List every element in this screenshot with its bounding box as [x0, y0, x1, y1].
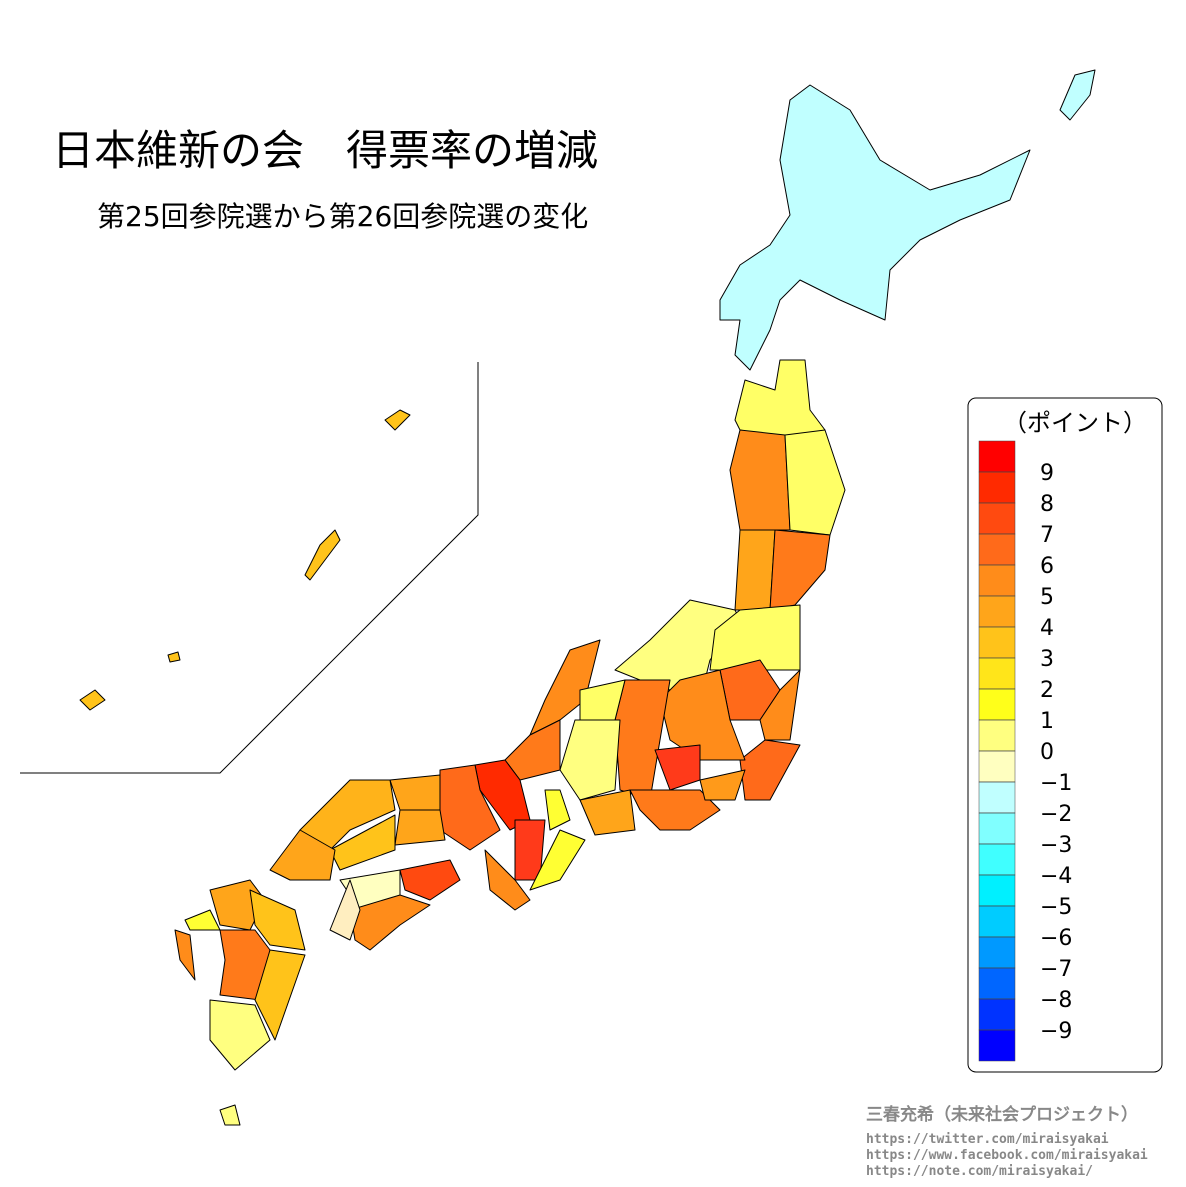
legend-label: 6 — [1040, 554, 1054, 579]
legend-label: 0 — [1040, 740, 1054, 765]
region — [329, 879, 361, 941]
legend-swatch — [978, 781, 1016, 814]
region — [719, 84, 1031, 371]
legend-label: −2 — [1040, 802, 1072, 827]
japan-map — [20, 69, 1096, 1126]
map-subtitle: 第25回参院選から第26回参院選の変化 — [97, 200, 588, 233]
legend-label: −7 — [1040, 957, 1072, 982]
legend-label: −5 — [1040, 895, 1072, 920]
region — [784, 429, 846, 536]
credit-author: 三春充希（未来社会プロジェクト） — [866, 1104, 1138, 1125]
inset-border — [20, 362, 479, 774]
legend: 9 8 7 6 5 4 3 2 1 0 −1 −2 −3 −4 −5 −6 −7 −8 −9 — [978, 440, 1072, 1062]
region — [254, 949, 306, 1041]
credit-link: https://www.facebook.com/miraisyakai — [866, 1148, 1148, 1163]
region — [729, 429, 791, 531]
region — [739, 739, 801, 801]
legend-swatch — [978, 657, 1016, 690]
region — [769, 529, 831, 611]
legend-swatch — [978, 502, 1016, 535]
legend-swatch — [978, 998, 1016, 1031]
region — [167, 651, 181, 663]
region — [629, 789, 721, 831]
region — [484, 849, 531, 911]
legend-swatch — [978, 440, 1016, 473]
legend-box — [967, 397, 1163, 1073]
region — [559, 719, 621, 801]
legend-label: −1 — [1040, 771, 1072, 796]
legend-swatch — [978, 936, 1016, 969]
legend-swatch — [978, 626, 1016, 659]
legend-swatch — [978, 1029, 1016, 1062]
region — [654, 744, 701, 791]
legend-swatch — [978, 812, 1016, 845]
legend-swatch — [978, 967, 1016, 1000]
legend-swatch — [978, 750, 1016, 783]
region — [329, 814, 396, 871]
region — [699, 769, 746, 801]
legend-label: −4 — [1040, 864, 1072, 889]
legend-title: （ポイント） — [1003, 409, 1147, 437]
credit-link: https://note.com/miraisyakai/ — [866, 1164, 1093, 1179]
region — [174, 929, 196, 981]
legend-label: 2 — [1040, 678, 1054, 703]
region — [759, 669, 801, 741]
legend-label: 4 — [1040, 616, 1054, 641]
region — [219, 1104, 241, 1126]
region — [614, 679, 671, 801]
region — [734, 359, 826, 441]
legend-label: 9 — [1040, 461, 1054, 486]
region — [249, 889, 306, 951]
region — [209, 999, 271, 1071]
legend-label: −9 — [1040, 1019, 1072, 1044]
legend-label: 1 — [1040, 709, 1054, 734]
region — [349, 894, 431, 951]
legend-swatch — [978, 595, 1016, 628]
region — [504, 719, 561, 781]
legend-swatch — [978, 533, 1016, 566]
legend-label: 5 — [1040, 585, 1054, 610]
region — [269, 829, 336, 881]
legend-swatch — [978, 843, 1016, 876]
map-title: 日本維新の会 得票率の増減 — [52, 126, 598, 175]
legend-label: 3 — [1040, 647, 1054, 672]
region — [304, 529, 341, 581]
legend-swatch — [978, 688, 1016, 721]
legend-label: −3 — [1040, 833, 1072, 858]
region — [79, 689, 106, 711]
legend-label: −8 — [1040, 988, 1072, 1013]
region — [394, 809, 446, 846]
legend-swatch — [978, 564, 1016, 597]
region — [389, 774, 441, 811]
region — [399, 859, 461, 901]
region — [384, 409, 411, 431]
legend-swatch — [978, 874, 1016, 907]
region — [184, 909, 221, 931]
region — [1059, 69, 1096, 121]
legend-label: −6 — [1040, 926, 1072, 951]
legend-label: 7 — [1040, 523, 1054, 548]
region — [734, 529, 776, 611]
legend-swatch — [978, 471, 1016, 504]
region — [544, 789, 571, 831]
region — [579, 789, 636, 836]
legend-label: 8 — [1040, 492, 1054, 517]
legend-swatch — [978, 905, 1016, 938]
legend-swatch — [978, 719, 1016, 752]
credit-link: https://twitter.com/miraisyakai — [866, 1132, 1109, 1147]
region — [529, 829, 586, 891]
